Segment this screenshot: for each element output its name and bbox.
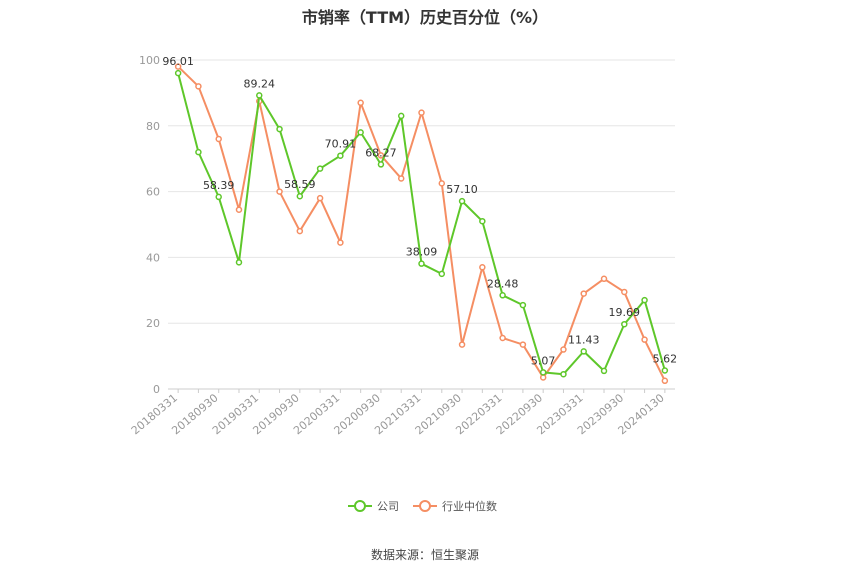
- data-point: [316, 165, 324, 172]
- data-point: [499, 334, 506, 342]
- data-point: [580, 348, 587, 355]
- data-point: [418, 109, 425, 116]
- data-point: [337, 239, 344, 246]
- data-point: [621, 320, 628, 328]
- data-point: [479, 217, 486, 225]
- data-point: [377, 161, 385, 168]
- data-point: [600, 367, 608, 375]
- data-label: 57.10: [446, 183, 478, 196]
- data-point: [195, 83, 202, 90]
- data-label: 11.43: [568, 333, 600, 346]
- data-point: [276, 188, 283, 195]
- data-point: [174, 63, 182, 70]
- data-label: 70.91: [325, 138, 357, 151]
- data-point: [641, 296, 648, 304]
- data-point: [256, 92, 263, 99]
- data-point: [458, 341, 466, 348]
- legend-item-company: 公司: [377, 500, 399, 513]
- data-label: 68.27: [365, 146, 397, 159]
- data-point: [235, 259, 243, 266]
- data-point: [174, 69, 182, 77]
- data-point: [418, 260, 425, 267]
- y-tick-label: 60: [146, 186, 160, 199]
- data-label: 5.62: [653, 353, 678, 366]
- data-point: [397, 112, 405, 120]
- data-point: [357, 99, 364, 107]
- data-point: [215, 193, 222, 201]
- y-tick-label: 0: [153, 383, 160, 396]
- legend-marker: [419, 500, 431, 512]
- chart-title: 市销率（TTM）历史百分位（%）: [301, 8, 549, 27]
- data-point: [661, 377, 669, 385]
- data-label: 38.09: [406, 246, 438, 259]
- data-point: [438, 180, 446, 187]
- data-point: [458, 197, 466, 205]
- y-tick-label: 80: [146, 120, 160, 133]
- legend-marker: [354, 500, 366, 512]
- data-point: [519, 301, 527, 309]
- data-point: [397, 175, 405, 182]
- data-point: [316, 194, 324, 202]
- data-point: [215, 135, 222, 143]
- data-point: [276, 125, 283, 133]
- data-point: [438, 270, 446, 278]
- data-label: 28.48: [487, 277, 519, 290]
- data-point: [600, 275, 608, 283]
- data-point: [519, 341, 527, 348]
- data-point: [296, 227, 304, 235]
- data-point: [560, 346, 567, 353]
- data-label: 96.01: [162, 55, 194, 68]
- data-point: [377, 152, 385, 159]
- data-point: [357, 129, 364, 136]
- y-tick-label: 20: [146, 317, 160, 330]
- data-label: 89.24: [244, 77, 276, 90]
- data-point: [499, 292, 506, 299]
- series-line-company: [177, 72, 666, 376]
- data-point: [621, 288, 628, 296]
- data-label: 58.59: [284, 178, 316, 191]
- data-point: [296, 192, 304, 200]
- data-point: [641, 336, 648, 343]
- data-point: [479, 264, 486, 271]
- data-label: 19.69: [609, 306, 641, 319]
- data-point: [539, 374, 547, 381]
- data-source: 数据来源：恒生聚源: [370, 548, 479, 562]
- data-point: [195, 148, 202, 156]
- data-point: [539, 369, 547, 376]
- data-point: [661, 367, 669, 374]
- legend-item-industry-median: 行业中位数: [442, 499, 497, 513]
- data-label: 5.07: [531, 354, 556, 367]
- y-tick-label: 100: [139, 54, 160, 67]
- data-point: [337, 152, 344, 159]
- data-point: [580, 290, 587, 297]
- y-tick-label: 40: [146, 251, 160, 264]
- data-label: 58.39: [203, 179, 235, 192]
- data-point: [235, 206, 243, 213]
- data-point: [560, 370, 567, 378]
